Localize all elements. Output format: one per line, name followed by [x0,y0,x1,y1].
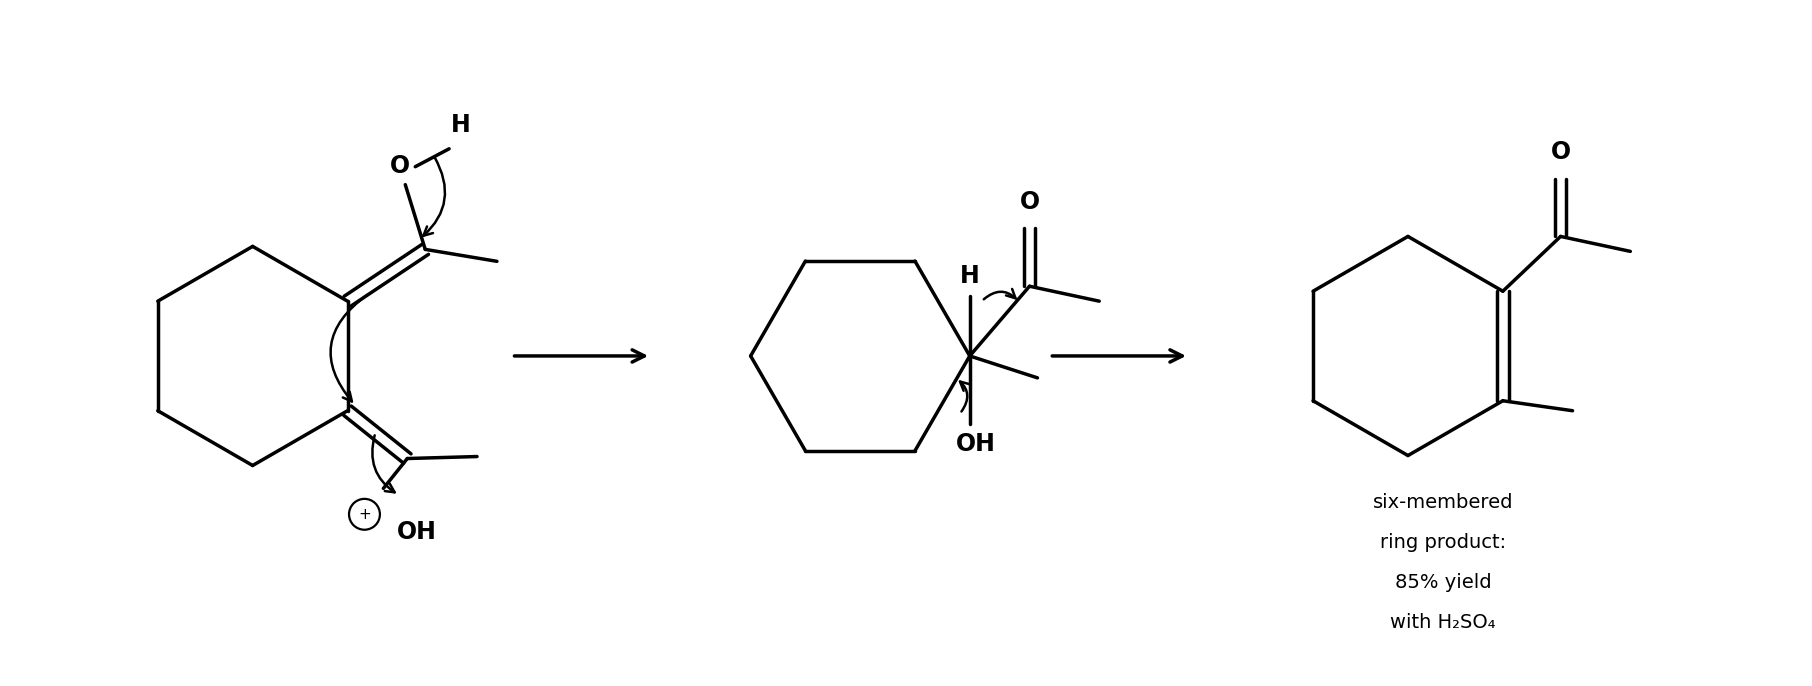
Text: ring product:: ring product: [1379,533,1506,552]
Text: six-membered: six-membered [1372,493,1513,512]
Text: with H₂SO₄: with H₂SO₄ [1390,613,1495,632]
Text: O: O [1551,140,1571,164]
Text: H: H [451,113,471,137]
Text: 85% yield: 85% yield [1395,573,1491,592]
Text: O: O [1020,189,1040,213]
Text: +: + [359,507,371,522]
Text: H: H [960,264,980,288]
Text: OH: OH [955,431,995,456]
Text: OH: OH [397,520,437,544]
Text: O: O [390,154,410,178]
